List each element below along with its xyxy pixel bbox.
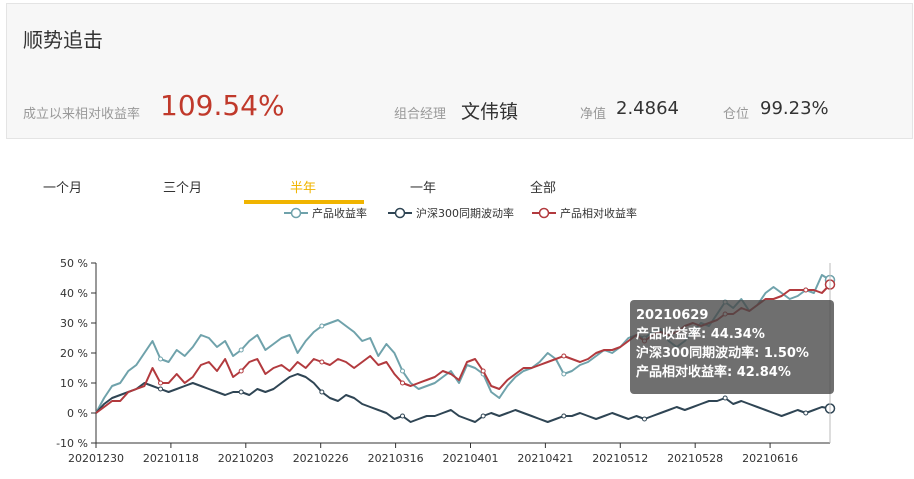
data-point — [400, 413, 406, 419]
data-point — [238, 368, 244, 374]
legend-item-product-return[interactable]: 产品收益率 — [284, 205, 367, 221]
data-point — [561, 353, 567, 359]
fund-title: 顺势追击 — [23, 28, 103, 52]
y-tick-label: 30 % — [60, 317, 88, 330]
data-point — [158, 386, 164, 392]
x-tick-label: 20210421 — [517, 452, 573, 465]
tab-half-year[interactable]: 半年 — [290, 181, 317, 196]
legend-line-icon — [284, 207, 308, 219]
active-tab-indicator — [244, 200, 364, 204]
y-tick-label: 40 % — [60, 287, 88, 300]
tooltip-product-return: 产品收益率: 44.34% — [636, 327, 765, 342]
data-point — [319, 323, 325, 329]
y-tick-label: 0 % — [67, 407, 88, 420]
data-point — [561, 371, 567, 377]
legend-label: 沪深300同期波动率 — [416, 207, 514, 220]
position-label: 仓位 — [723, 107, 750, 122]
x-tick-label: 20210512 — [592, 452, 648, 465]
legend-line-icon — [532, 207, 556, 219]
data-point — [400, 380, 406, 386]
y-tick-label: 20 % — [60, 347, 88, 360]
data-point — [158, 356, 164, 362]
data-point — [641, 416, 647, 422]
data-point — [480, 368, 486, 374]
tooltip-date: 20210629 — [636, 308, 709, 323]
period-tabs: 一个月 三个月 半年 一年 全部 — [0, 172, 914, 206]
y-tick-label: -10 % — [56, 437, 88, 450]
tab-all[interactable]: 全部 — [530, 181, 557, 196]
data-point — [480, 413, 486, 419]
x-tick-label: 20210118 — [143, 452, 199, 465]
tab-three-months[interactable]: 三个月 — [163, 181, 203, 196]
x-tick-label: 20210316 — [368, 452, 424, 465]
data-point — [561, 413, 567, 419]
x-tick-label: 20210203 — [218, 452, 274, 465]
data-point — [238, 389, 244, 395]
return-line-chart[interactable]: 50 % 40 % 30 % 20 % 10 % 0 % -10 % 20201230 2021… — [0, 230, 914, 479]
data-point — [400, 368, 406, 374]
legend-line-icon — [388, 207, 412, 219]
tooltip-relative-return: 产品相对收益率: 42.84% — [636, 365, 791, 380]
legend-label: 产品相对收益率 — [560, 207, 637, 220]
x-tick-label: 20210226 — [293, 452, 349, 465]
legend-item-relative-return[interactable]: 产品相对收益率 — [532, 205, 637, 221]
data-point — [803, 410, 809, 416]
data-point — [319, 389, 325, 395]
chart-tooltip: 20210629 产品收益率: 44.34% 沪深300同期波动率: 1.50%… — [630, 300, 834, 394]
relative-return-label: 成立以来相对收益率 — [23, 107, 141, 122]
data-point — [158, 380, 164, 386]
manager-label: 组合经理 — [394, 107, 447, 122]
series-line-csi300 — [95, 373, 831, 423]
tab-one-year[interactable]: 一年 — [410, 181, 437, 196]
data-point — [722, 395, 728, 401]
nav-label: 净值 — [580, 107, 607, 122]
tab-one-month[interactable]: 一个月 — [43, 181, 83, 196]
x-tick-label: 20201230 — [68, 452, 124, 465]
x-tick-label: 20210401 — [442, 452, 498, 465]
data-point — [238, 347, 244, 353]
relative-return-value: 109.54% — [160, 89, 285, 122]
x-tick-label: 20210528 — [667, 452, 723, 465]
position-value: 99.23% — [760, 98, 829, 119]
data-point — [319, 359, 325, 365]
fund-summary-panel: 顺势追击 成立以来相对收益率 109.54% 组合经理 文伟镇 净值 2.486… — [6, 3, 913, 139]
y-tick-label: 10 % — [60, 377, 88, 390]
legend-item-csi300[interactable]: 沪深300同期波动率 — [388, 205, 514, 221]
manager-name: 文伟镇 — [461, 101, 519, 123]
data-point — [803, 287, 809, 293]
tooltip-csi300: 沪深300同期波动率: 1.50% — [636, 346, 809, 361]
y-tick-label: 50 % — [60, 257, 88, 270]
nav-value: 2.4864 — [616, 98, 679, 119]
x-tick-label: 20210616 — [742, 452, 798, 465]
legend-label: 产品收益率 — [312, 207, 367, 220]
